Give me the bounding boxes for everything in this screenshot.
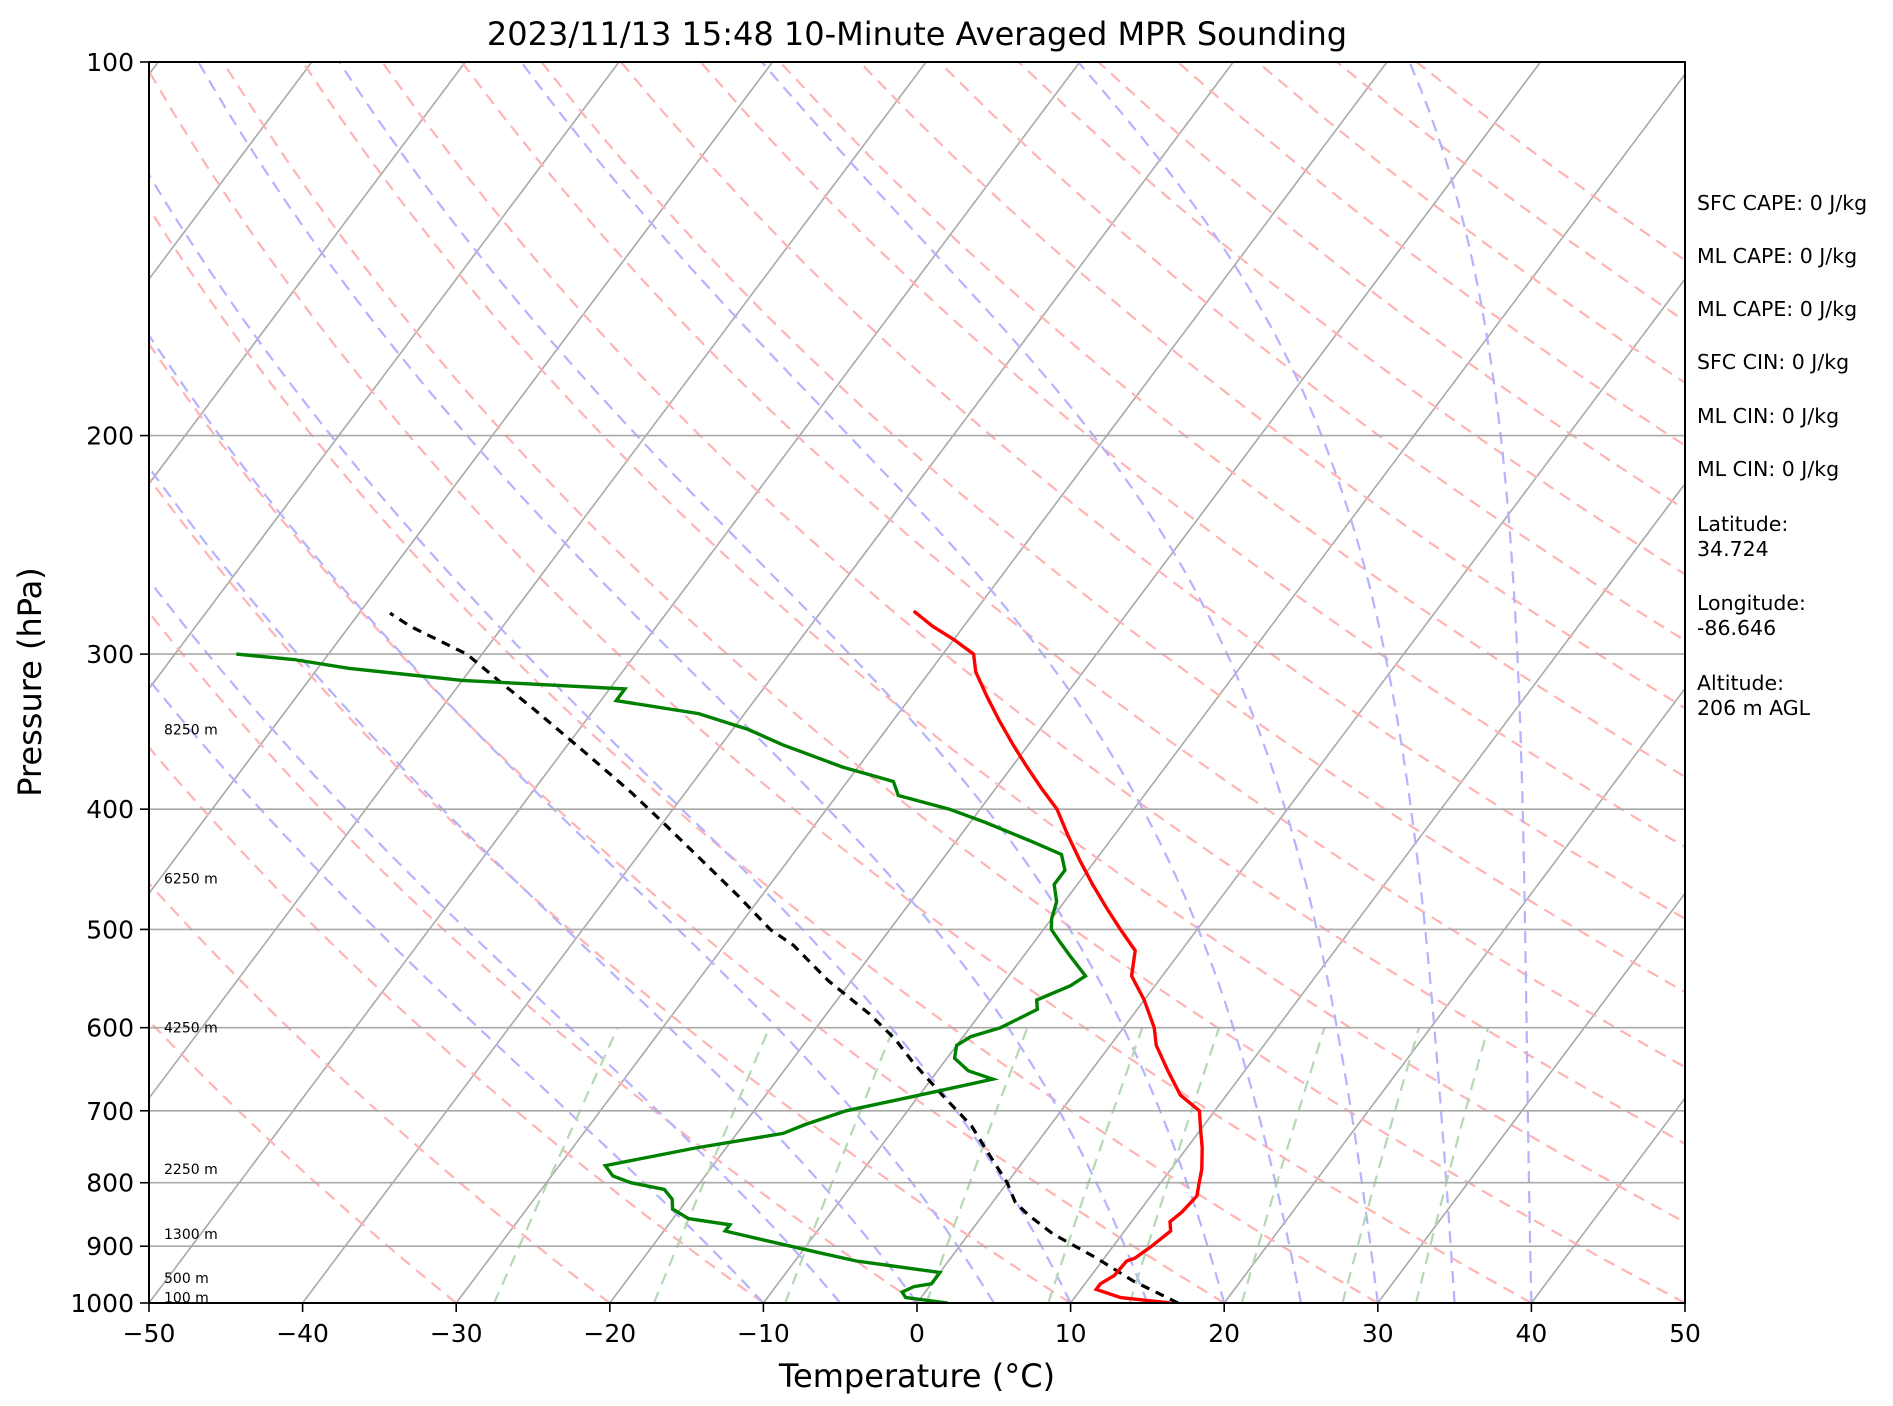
y-tick-label: 100 xyxy=(86,48,134,77)
x-tick-label: 10 xyxy=(1055,1319,1087,1348)
dry-adiabat-line xyxy=(149,881,611,1303)
height-label: 1300 m xyxy=(164,1227,218,1243)
isotherm-line xyxy=(149,62,774,895)
x-axis-ticks: −50 −40 −30 −20 −10 0 10 20 30 40 50 xyxy=(123,1303,1701,1348)
parameter-line: 34.724 xyxy=(1697,537,1769,561)
x-tick-label: −30 xyxy=(430,1319,483,1348)
height-label: 4250 m xyxy=(164,1021,218,1037)
x-tick-label: 0 xyxy=(909,1319,925,1348)
y-tick-label: 800 xyxy=(86,1169,134,1198)
y-tick-label: 700 xyxy=(86,1097,134,1126)
isotherm-line xyxy=(1069,482,1685,1303)
parameter-line: -86.646 xyxy=(1697,616,1776,640)
isotherm-line xyxy=(149,62,466,486)
isotherm-line xyxy=(455,62,1388,1303)
y-tick-label: 500 xyxy=(86,915,134,944)
dry-adiabat-line xyxy=(149,476,1072,1303)
dry-adiabat-line xyxy=(222,62,1685,1303)
height-label: 2250 m xyxy=(164,1162,218,1178)
dry-adiabat-line xyxy=(381,62,1685,1146)
dry-adiabat-line xyxy=(779,62,1685,779)
sounding-parameters-panel: SFC CAPE: 0 J/kg ML CAPE: 0 J/kg ML CAPE: … xyxy=(1697,191,1867,720)
parameter-line: ML CIN: 0 J/kg xyxy=(1697,457,1839,481)
pressure-gridlines xyxy=(149,62,1685,1303)
y-axis-ticks: 100 200 300 400 500 600 700 800 900 1000 xyxy=(70,48,149,1318)
sounding-traces xyxy=(236,609,1204,1303)
y-tick-label: 200 xyxy=(86,422,134,451)
parameter-line: 206 m AGL xyxy=(1697,696,1811,720)
isotherm-line xyxy=(149,62,927,1100)
height-labels: 8250 m 6250 m 4250 m 2250 m 1300 m 500 m 100 m xyxy=(164,722,218,1306)
isotherm-line xyxy=(1223,687,1685,1303)
moist-adiabat-line xyxy=(149,678,765,1303)
parameter-line: ML CAPE: 0 J/kg xyxy=(1697,297,1857,321)
isotherm-line xyxy=(149,62,313,281)
moist-adiabat-line xyxy=(149,172,1072,1303)
moist-adiabat-line xyxy=(338,62,1226,1303)
parameter-line: ML CAPE: 0 J/kg xyxy=(1697,244,1857,268)
parameter-line: SFC CIN: 0 J/kg xyxy=(1697,350,1849,374)
x-tick-label: −20 xyxy=(583,1319,636,1348)
dry-adiabat-line xyxy=(460,62,1685,1069)
isotherm-line xyxy=(149,62,1081,1303)
moist-adiabat-line xyxy=(520,62,1303,1303)
height-label: 6250 m xyxy=(164,872,218,888)
temperature-line xyxy=(912,609,1204,1303)
moist-adiabat-line xyxy=(197,62,1149,1303)
isotherm-line xyxy=(301,62,1234,1303)
height-label: 8250 m xyxy=(164,722,218,738)
dry-adiabat-line xyxy=(301,62,1685,1224)
parcel-profile-line xyxy=(389,611,1179,1303)
isotherm-line xyxy=(609,62,1542,1303)
moist-adiabat-line xyxy=(1077,62,1456,1303)
dry-adiabat-line xyxy=(149,745,765,1303)
parameter-line: Altitude: xyxy=(1697,671,1784,695)
y-tick-label: 300 xyxy=(86,640,134,669)
moist-adiabat-line xyxy=(149,465,918,1303)
dewpoint-line xyxy=(236,652,1088,1303)
moist-adiabat-line xyxy=(1408,62,1533,1303)
background-reference-lines xyxy=(149,62,1685,1303)
parameter-line: Latitude: xyxy=(1697,512,1788,536)
moist-adiabat-line xyxy=(149,333,995,1303)
x-tick-label: −10 xyxy=(737,1319,790,1348)
dry-adiabat-line xyxy=(149,342,1225,1303)
dry-adiabat-line xyxy=(858,62,1685,710)
x-tick-label: −40 xyxy=(276,1319,329,1348)
parameter-line: SFC CAPE: 0 J/kg xyxy=(1697,191,1867,215)
height-label: 500 m xyxy=(164,1271,209,1287)
y-tick-label: 1000 xyxy=(70,1289,134,1318)
x-tick-label: 50 xyxy=(1669,1319,1701,1348)
x-axis-label: Temperature (°C) xyxy=(778,1357,1055,1395)
x-tick-label: 40 xyxy=(1515,1319,1547,1348)
isotherm-line xyxy=(149,62,620,690)
y-tick-label: 900 xyxy=(86,1232,134,1261)
x-tick-label: 30 xyxy=(1362,1319,1394,1348)
parameter-line: ML CIN: 0 J/kg xyxy=(1697,404,1839,428)
y-tick-label: 600 xyxy=(86,1014,134,1043)
chart-title: 2023/11/13 15:48 10-Minute Averaged MPR … xyxy=(487,15,1347,53)
isotherm-line xyxy=(916,277,1685,1303)
dry-adiabat-line xyxy=(149,206,1379,1303)
dry-adiabat-line xyxy=(149,69,1532,1303)
height-label: 100 m xyxy=(164,1291,209,1307)
y-axis-label: Pressure (hPa) xyxy=(11,567,49,797)
y-tick-label: 400 xyxy=(86,795,134,824)
x-tick-label: −50 xyxy=(123,1319,176,1348)
dry-adiabat-line xyxy=(149,610,918,1303)
dry-adiabat-line xyxy=(540,62,1685,994)
parameter-line: Longitude: xyxy=(1697,591,1806,615)
isotherm-line xyxy=(1377,892,1685,1303)
x-tick-label: 20 xyxy=(1208,1319,1240,1348)
